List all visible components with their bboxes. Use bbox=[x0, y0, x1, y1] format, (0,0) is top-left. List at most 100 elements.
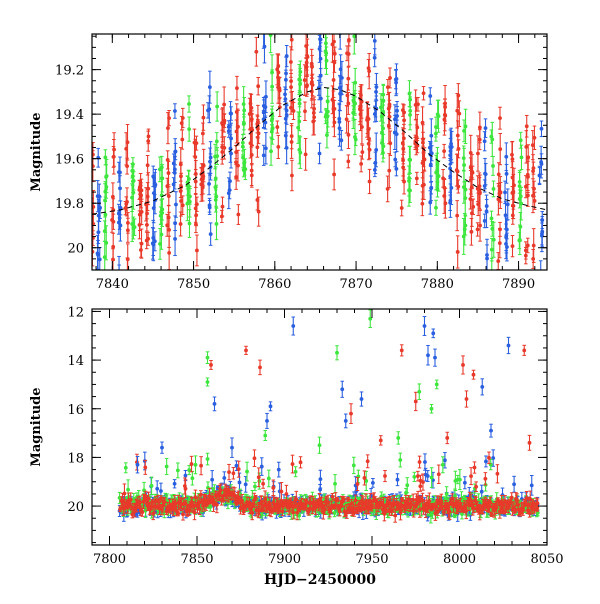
top-data-point bbox=[310, 82, 314, 86]
top-data-point bbox=[165, 223, 169, 227]
top-data-point bbox=[478, 191, 482, 195]
top-data-point bbox=[345, 51, 349, 55]
top-data-point bbox=[448, 201, 452, 205]
top-data-point bbox=[462, 163, 466, 167]
top-data-point bbox=[393, 158, 397, 162]
top-data-point bbox=[394, 167, 398, 171]
top-data-point bbox=[195, 249, 199, 253]
top-data-point bbox=[290, 134, 294, 138]
top-data-point bbox=[520, 155, 524, 159]
top-data-point bbox=[166, 158, 170, 162]
top-data-point bbox=[462, 185, 466, 189]
top-data-point bbox=[131, 191, 135, 195]
top-data-point bbox=[332, 173, 336, 177]
top-data-point bbox=[532, 244, 536, 248]
top-data-point bbox=[130, 222, 134, 226]
top-data-point bbox=[242, 121, 246, 125]
top-data-point bbox=[393, 131, 397, 135]
top-data-point bbox=[485, 204, 489, 208]
top-data-point bbox=[255, 145, 259, 149]
top-data-point bbox=[531, 257, 535, 261]
top-data-point bbox=[146, 187, 150, 191]
top-data-point bbox=[511, 244, 515, 248]
top-data-point bbox=[484, 126, 488, 130]
top-data-point bbox=[298, 102, 302, 106]
top-x-tick-label: 7860 bbox=[258, 277, 291, 292]
top-data-point bbox=[269, 149, 273, 153]
top-data-point bbox=[498, 147, 502, 151]
top-data-point bbox=[222, 146, 226, 150]
top-data-point bbox=[214, 177, 218, 181]
top-data-point bbox=[498, 227, 502, 231]
top-data-point bbox=[105, 174, 109, 178]
top-data-point bbox=[347, 38, 351, 42]
top-data-point bbox=[103, 155, 107, 159]
top-data-point bbox=[478, 138, 482, 142]
top-data-point bbox=[381, 126, 385, 130]
top-data-point bbox=[296, 126, 300, 130]
top-data-point bbox=[249, 102, 253, 106]
top-data-point bbox=[491, 164, 495, 168]
top-data-point bbox=[227, 125, 231, 129]
top-data-point bbox=[388, 141, 392, 145]
top-data-point bbox=[373, 168, 377, 172]
top-data-point bbox=[421, 161, 425, 165]
top-data-point bbox=[511, 214, 515, 218]
top-data-point bbox=[139, 248, 143, 252]
top-data-point bbox=[489, 135, 493, 139]
top-data-point bbox=[455, 214, 459, 218]
top-data-point bbox=[194, 222, 198, 226]
top-data-point bbox=[303, 78, 307, 82]
top-data-point bbox=[264, 146, 268, 150]
top-data-point bbox=[449, 142, 453, 146]
top-x-tick-label: 7880 bbox=[421, 277, 454, 292]
top-data-point bbox=[166, 126, 170, 130]
top-data-point bbox=[250, 153, 254, 157]
top-data-point bbox=[420, 202, 424, 206]
top-data-point bbox=[503, 190, 507, 194]
top-data-point bbox=[110, 298, 114, 302]
top-data-point bbox=[214, 195, 218, 199]
top-data-point bbox=[505, 172, 509, 176]
top-data-point bbox=[360, 150, 364, 154]
top-data-point bbox=[456, 94, 460, 98]
top-data-point bbox=[201, 132, 205, 136]
top-data-point bbox=[345, 117, 349, 121]
top-data-point bbox=[464, 224, 468, 228]
top-data-point bbox=[303, 109, 307, 113]
top-data-point bbox=[111, 195, 115, 199]
top-data-point bbox=[131, 162, 135, 166]
top-data-point bbox=[456, 134, 460, 138]
top-data-point bbox=[145, 212, 149, 216]
top-data-point bbox=[531, 169, 535, 173]
top-data-point bbox=[539, 160, 543, 164]
top-data-point bbox=[401, 141, 405, 145]
bottom-data-point bbox=[484, 460, 488, 464]
top-data-point bbox=[159, 214, 163, 218]
top-data-point bbox=[118, 186, 122, 190]
top-data-point bbox=[373, 39, 377, 43]
top-data-point bbox=[492, 187, 496, 191]
top-data-point bbox=[485, 253, 489, 257]
top-data-point bbox=[298, 70, 302, 74]
top-data-point bbox=[367, 117, 371, 121]
top-data-point bbox=[478, 126, 482, 130]
top-data-point bbox=[442, 149, 446, 153]
top-data-point bbox=[215, 105, 219, 109]
top-data-point bbox=[173, 237, 177, 241]
top-data-point bbox=[103, 255, 107, 259]
top-data-point bbox=[490, 227, 494, 231]
top-data-point bbox=[318, 152, 322, 156]
top-data-point bbox=[519, 138, 523, 142]
top-data-point bbox=[319, 57, 323, 61]
top-data-point bbox=[202, 116, 206, 120]
top-data-point bbox=[337, 117, 341, 121]
top-data-point bbox=[422, 91, 426, 95]
top-y-tick-label: 19.6 bbox=[55, 153, 84, 168]
top-data-point bbox=[490, 248, 494, 252]
bottom-data-point bbox=[463, 481, 467, 485]
top-y-tick-label: 19.2 bbox=[55, 64, 84, 79]
top-data-point bbox=[408, 92, 412, 96]
top-data-point bbox=[152, 206, 156, 210]
top-data-point bbox=[173, 109, 177, 113]
